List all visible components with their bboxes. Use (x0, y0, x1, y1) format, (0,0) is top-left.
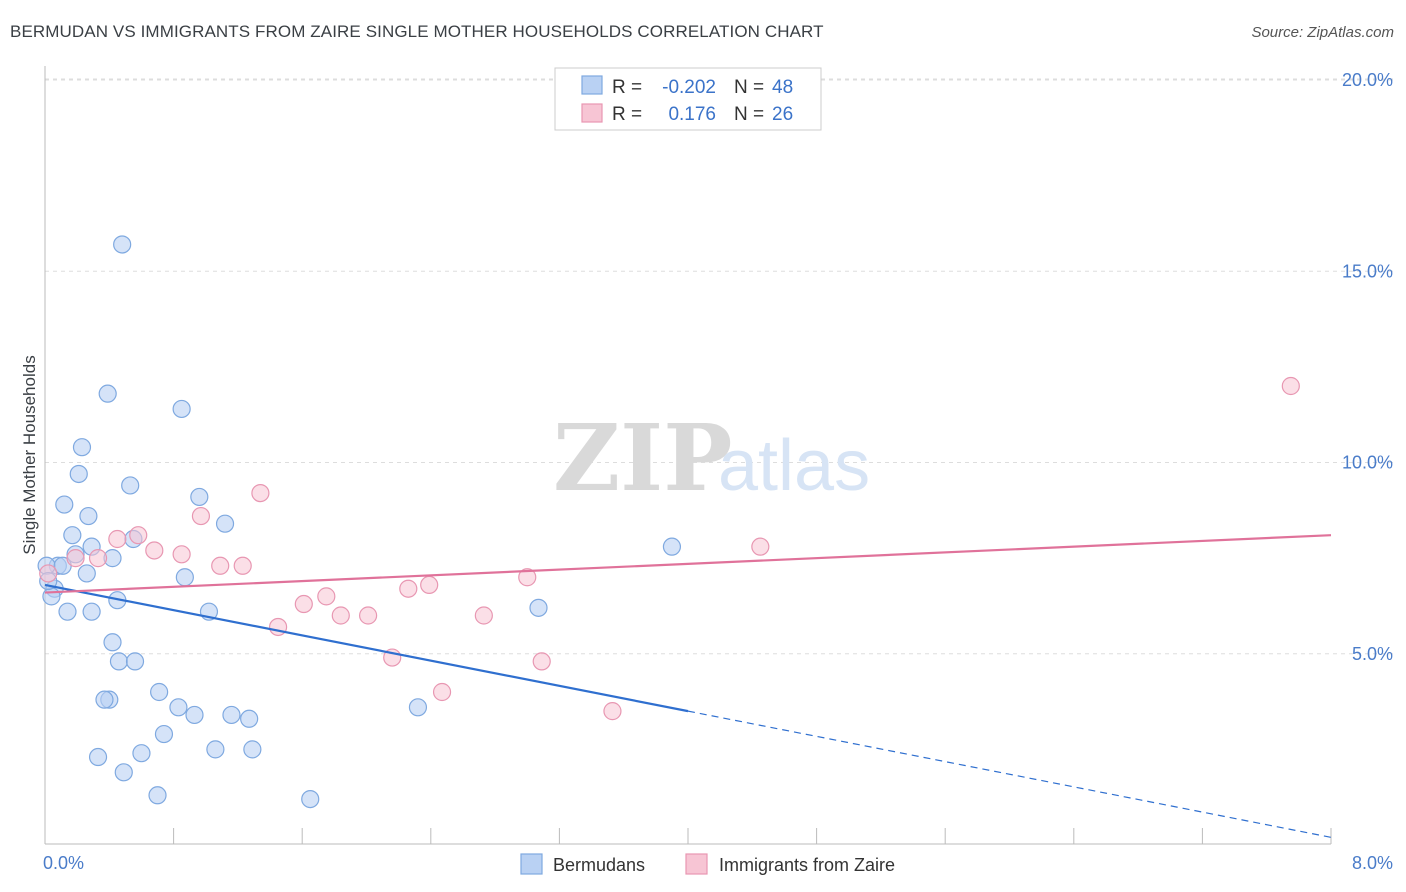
point-bermudans (662, 537, 682, 556)
legend-n-value-pink: 26 (772, 104, 793, 125)
axes (44, 66, 1332, 845)
point-zaire (317, 587, 336, 606)
point-zaire (1281, 376, 1300, 396)
x-tick-labels: 0.0% 8.0% (43, 853, 1393, 873)
point-bermudans (121, 476, 140, 495)
point-zaire (233, 556, 252, 575)
point-bermudans (172, 399, 191, 419)
point-zaire (518, 568, 537, 587)
point-zaire (751, 537, 770, 556)
point-zaire (294, 594, 313, 614)
series-immigrants-from-zaire (39, 376, 1300, 721)
x-tick-label-left: 0.0% (43, 853, 84, 873)
point-bermudans (206, 740, 225, 759)
point-bermudans (150, 682, 169, 702)
bottom-legend-label-bermudans: Bermudans (553, 855, 645, 875)
point-bermudans (88, 747, 108, 767)
point-bermudans (243, 740, 262, 759)
point-zaire (331, 606, 350, 625)
point-bermudans (114, 763, 133, 782)
watermark: ZIP atlas (553, 404, 870, 512)
point-bermudans (82, 602, 101, 621)
point-bermudans (58, 602, 77, 621)
point-zaire (432, 682, 452, 702)
point-zaire (88, 549, 108, 568)
bottom-legend-label-zaire: Immigrants from Zaire (719, 855, 895, 875)
trend-lines (44, 534, 1332, 838)
point-bermudans (69, 464, 88, 484)
point-bermudans (215, 514, 235, 533)
legend-r-value-pink: 0.176 (668, 104, 716, 125)
watermark-atlas: atlas (718, 426, 870, 506)
legend-n-value-blue: 48 (772, 77, 793, 98)
x-tick-label-right: 8.0% (1352, 853, 1393, 873)
point-bermudans (222, 705, 241, 725)
point-zaire (359, 606, 378, 625)
source-label: Source: ZipAtlas.com (1251, 24, 1394, 41)
point-zaire (211, 556, 230, 575)
point-bermudans (98, 384, 117, 403)
point-zaire (251, 484, 270, 503)
trend-line-bermudans-extension (687, 710, 1332, 838)
point-bermudans (408, 698, 428, 717)
point-zaire (145, 541, 164, 560)
y-tick-label: 20.0% (1342, 70, 1393, 90)
bottom-legend: Bermudans Immigrants from Zaire (520, 853, 895, 875)
point-zaire (66, 549, 85, 568)
legend-n-label-pink: N = (734, 104, 764, 125)
series-bermudans (37, 235, 682, 809)
legend-n-label-blue: N = (734, 77, 764, 98)
trend-line-zaire (44, 534, 1332, 594)
point-bermudans (95, 690, 114, 709)
trend-line-bermudans (44, 583, 689, 713)
point-bermudans (125, 652, 145, 671)
point-zaire (532, 652, 551, 671)
point-bermudans (72, 438, 92, 457)
y-tick-label: 10.0% (1342, 453, 1393, 473)
point-bermudans (175, 568, 194, 587)
point-zaire (39, 564, 58, 583)
legend-r-label-pink: R = (612, 104, 642, 125)
point-bermudans (169, 698, 188, 717)
y-axis-label: Single Mother Households (20, 355, 39, 554)
chart-title: BERMUDAN VS IMMIGRANTS FROM ZAIRE SINGLE… (10, 22, 824, 41)
point-zaire (399, 579, 418, 598)
legend-swatch-pink (581, 103, 603, 123)
point-bermudans (148, 786, 167, 805)
point-zaire (129, 526, 148, 545)
point-bermudans (55, 495, 74, 514)
legend-swatch-blue (581, 75, 603, 95)
point-bermudans (240, 709, 259, 728)
point-zaire (108, 529, 127, 549)
point-bermudans (113, 235, 132, 254)
point-bermudans (42, 587, 61, 606)
point-zaire (191, 506, 211, 526)
point-zaire (420, 575, 439, 595)
bottom-legend-swatch-zaire (685, 853, 708, 875)
point-bermudans (103, 633, 122, 652)
point-bermudans (185, 705, 204, 725)
point-bermudans (190, 487, 209, 507)
point-bermudans (154, 724, 174, 744)
point-bermudans (79, 506, 98, 526)
legend-box: R = -0.202 N = 48 R = 0.176 N = 26 (554, 67, 822, 131)
point-bermudans (301, 789, 320, 809)
y-tick-labels: 5.0% 10.0% 15.0% 20.0% (1342, 70, 1393, 664)
legend-r-value-blue: -0.202 (662, 77, 716, 98)
legend-r-label-blue: R = (612, 77, 642, 98)
watermark-zip: ZIP (553, 404, 732, 512)
y-tick-label: 5.0% (1352, 644, 1393, 664)
point-bermudans (529, 598, 548, 617)
point-bermudans (63, 526, 82, 545)
point-bermudans (77, 564, 96, 583)
bottom-legend-swatch-bermudans (520, 853, 543, 875)
point-bermudans (109, 652, 129, 671)
y-tick-label: 15.0% (1342, 261, 1393, 281)
point-zaire (474, 606, 493, 625)
point-bermudans (132, 744, 151, 763)
point-zaire (603, 702, 622, 721)
point-zaire (172, 545, 191, 564)
